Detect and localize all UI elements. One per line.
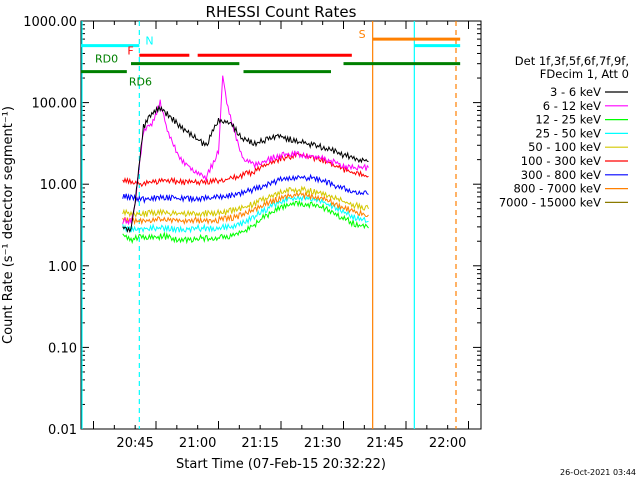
- y-tick-label: 100.00: [32, 97, 78, 112]
- series-line: [122, 185, 369, 219]
- series-line: [122, 193, 369, 234]
- y-tick-label: 10.00: [40, 178, 77, 193]
- x-tick-label: 20:45: [116, 436, 153, 451]
- legend-entry-label: 6 - 12 keV: [543, 99, 601, 113]
- y-tick-label: 1.00: [48, 260, 77, 275]
- x-tick-label: 21:45: [366, 436, 403, 451]
- y-axis-label: Count Rate (s⁻¹ detector segment⁻¹): [1, 106, 16, 344]
- series-line: [122, 173, 369, 204]
- series-line: [122, 104, 369, 234]
- legend-entry-label: 800 - 7000 keV: [513, 182, 601, 196]
- legend-entry-label: 100 - 300 keV: [521, 154, 601, 168]
- footer-date: 26-Oct-2021 03:44: [560, 468, 636, 477]
- legend-entry-label: 25 - 50 keV: [535, 126, 601, 140]
- flag-bar-label: N: [145, 35, 153, 48]
- flag-bars: NF S RD0 RD6: [81, 28, 461, 89]
- series-line: [122, 190, 369, 226]
- vertical-marker-lines: [81, 21, 457, 429]
- x-tick-label: 21:00: [179, 436, 216, 451]
- series-line: [122, 199, 369, 245]
- flag-bar-label: RD6: [129, 76, 152, 89]
- legend-header-line-1: Det 1f,3f,5f,6f,7f,9f,: [515, 54, 629, 68]
- flag-bar-label: S: [359, 28, 366, 41]
- legend-entry-label: 50 - 100 keV: [528, 140, 601, 154]
- legend-entry-label: 300 - 800 keV: [521, 168, 601, 182]
- x-axis-ticks: 20:45 21:00 21:15 21:30 21:45 22:00: [93, 21, 469, 451]
- x-tick-label: 21:30: [304, 436, 341, 451]
- legend-entry-label: 7000 - 15000 keV: [499, 195, 601, 209]
- legend-entry-label: 3 - 6 keV: [550, 85, 601, 99]
- y-tick-label: 1000.00: [23, 15, 77, 30]
- x-axis-label: Start Time (07-Feb-15 20:32:22): [176, 457, 386, 472]
- y-tick-label: 0.10: [48, 341, 77, 356]
- legend-entry-label: 12 - 25 keV: [535, 113, 601, 127]
- x-tick-label: 21:15: [241, 436, 278, 451]
- x-tick-label: 22:00: [429, 436, 466, 451]
- chart-title: RHESSI Count Rates: [206, 3, 357, 21]
- legend-header-line-2: FDecim 1, Att 0: [540, 67, 629, 81]
- flag-bar-label: RD0: [95, 53, 118, 66]
- series-lines: [122, 75, 369, 245]
- y-axis-ticks: 1000.00 100.00 10.00 1.00 0.10 0.01: [23, 15, 481, 438]
- y-tick-label: 0.01: [48, 423, 77, 438]
- flag-bar-label: F: [127, 44, 133, 57]
